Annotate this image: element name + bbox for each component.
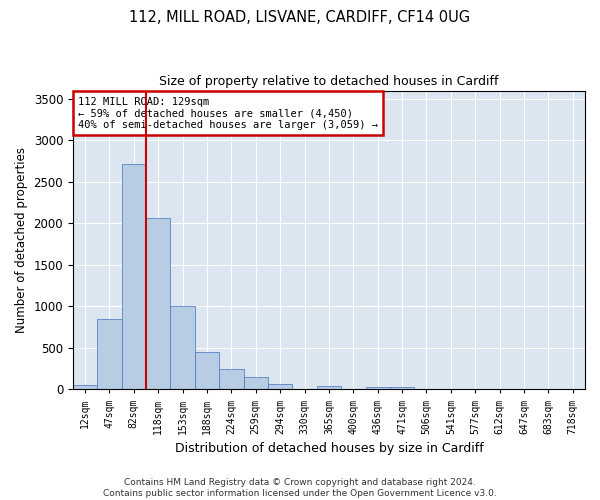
- Bar: [146, 218, 170, 390]
- Bar: [317, 386, 341, 390]
- X-axis label: Distribution of detached houses by size in Cardiff: Distribution of detached houses by size …: [175, 442, 484, 455]
- Bar: [97, 319, 122, 390]
- Bar: [73, 385, 97, 390]
- Bar: [195, 352, 219, 390]
- Bar: [244, 376, 268, 390]
- Bar: [170, 306, 195, 390]
- Bar: [219, 370, 244, 390]
- Title: Size of property relative to detached houses in Cardiff: Size of property relative to detached ho…: [159, 75, 499, 88]
- Y-axis label: Number of detached properties: Number of detached properties: [15, 147, 28, 333]
- Text: 112, MILL ROAD, LISVANE, CARDIFF, CF14 0UG: 112, MILL ROAD, LISVANE, CARDIFF, CF14 0…: [130, 10, 470, 25]
- Bar: [268, 384, 292, 390]
- Text: Contains HM Land Registry data © Crown copyright and database right 2024.
Contai: Contains HM Land Registry data © Crown c…: [103, 478, 497, 498]
- Bar: [122, 164, 146, 390]
- Bar: [365, 387, 390, 390]
- Bar: [390, 388, 415, 390]
- Text: 112 MILL ROAD: 129sqm
← 59% of detached houses are smaller (4,450)
40% of semi-d: 112 MILL ROAD: 129sqm ← 59% of detached …: [78, 96, 378, 130]
